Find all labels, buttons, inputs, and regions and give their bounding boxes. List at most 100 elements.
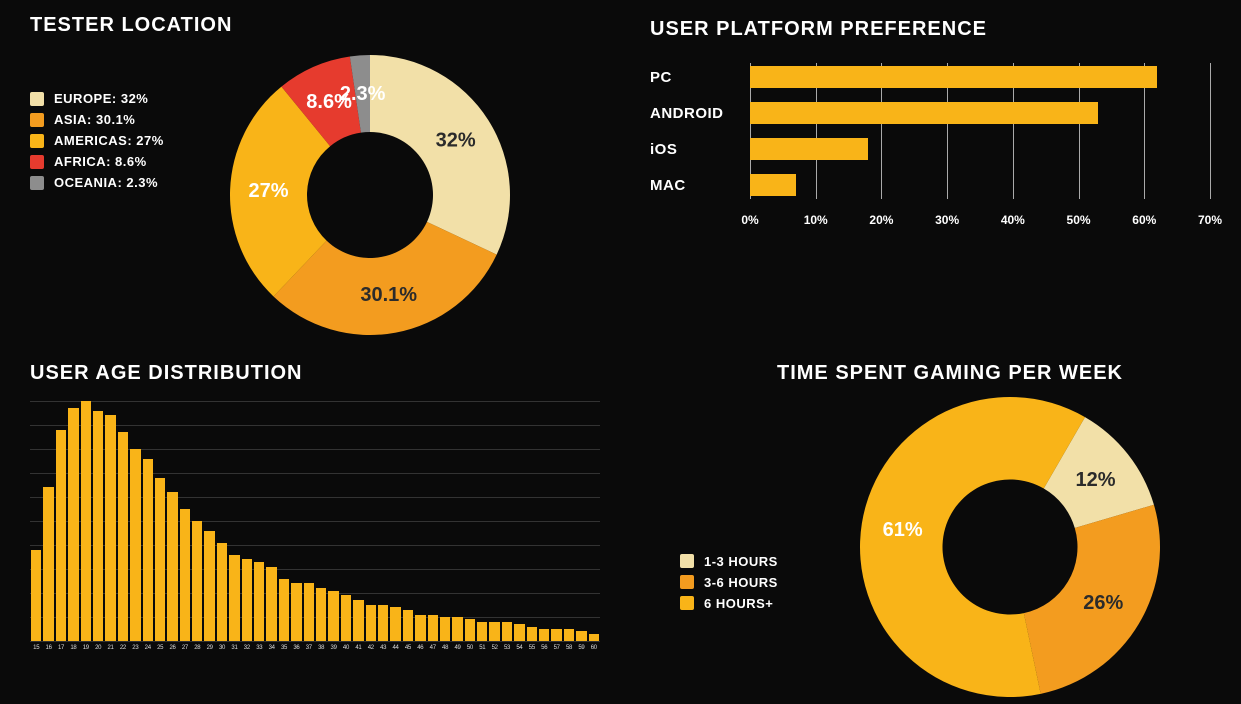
legend-item: AMERICAS: 27% <box>30 133 230 148</box>
histogram-bar <box>489 622 499 641</box>
histogram-bar <box>465 619 475 641</box>
histogram-x-label: 18 <box>67 645 79 651</box>
histogram-x-label: 25 <box>154 645 166 651</box>
histogram-bar <box>353 600 363 641</box>
donut-svg: 12%26%61% <box>860 397 1160 697</box>
histogram-x-label: 30 <box>216 645 228 651</box>
legend-label: AFRICA: 8.6% <box>54 154 147 169</box>
histogram-bar <box>527 627 537 641</box>
histogram-bar <box>316 588 326 641</box>
histogram-x-label: 37 <box>303 645 315 651</box>
histogram-x-label: 24 <box>142 645 154 651</box>
histogram-bar <box>242 559 252 641</box>
histogram-x-label: 23 <box>129 645 141 651</box>
histogram-bar <box>477 622 487 641</box>
bar-track <box>750 174 1210 196</box>
histogram-x-label: 40 <box>340 645 352 651</box>
histogram-x-label: 19 <box>80 645 92 651</box>
histogram-bar <box>514 624 524 641</box>
time-gaming-title: TIME SPENT GAMING PER WEEK <box>680 362 1220 385</box>
histogram-bar <box>105 415 115 641</box>
bar-x-axis: 0%10%20%30%40%50%60%70% <box>750 209 1210 231</box>
legend-item: 6 HOURS+ <box>680 596 860 611</box>
swatch-icon <box>30 92 44 106</box>
histogram-x-label: 53 <box>501 645 513 651</box>
histogram-bar <box>452 617 462 641</box>
bar-row: PC <box>650 63 1210 91</box>
histogram-bar <box>291 583 301 641</box>
bar-track <box>750 102 1210 124</box>
histogram-bar <box>81 401 91 641</box>
legend-label: EUROPE: 32% <box>54 91 148 106</box>
x-tick-label: 10% <box>804 213 828 227</box>
histogram-x-label: 35 <box>278 645 290 651</box>
gridline <box>1210 63 1211 199</box>
bar-fill <box>750 138 868 160</box>
legend-item: ASIA: 30.1% <box>30 112 230 127</box>
histogram-bar <box>180 509 190 641</box>
histogram-x-label: 47 <box>427 645 439 651</box>
donut-slice-label: 26% <box>1083 592 1123 614</box>
age-distribution-section: USER AGE DISTRIBUTION 151617181920212223… <box>30 362 600 651</box>
tester-location-title: TESTER LOCATION <box>30 14 600 37</box>
bar-category-label: ANDROID <box>650 105 750 122</box>
histogram-x-label: 50 <box>464 645 476 651</box>
time-gaming-donut: 12%26%61% <box>860 397 1160 697</box>
legend-item: EUROPE: 32% <box>30 91 230 106</box>
histogram-x-label: 60 <box>588 645 600 651</box>
swatch-icon <box>30 176 44 190</box>
swatch-icon <box>680 575 694 589</box>
legend-label: 6 HOURS+ <box>704 596 773 611</box>
legend-item: 1-3 HOURS <box>680 554 860 569</box>
donut-slice-label: 30.1% <box>360 284 417 306</box>
histogram-bar <box>378 605 388 641</box>
platform-preference-title: USER PLATFORM PREFERENCE <box>650 18 1210 41</box>
bar-track <box>750 138 1210 160</box>
swatch-icon <box>30 113 44 127</box>
histogram-x-label: 31 <box>228 645 240 651</box>
histogram-bar <box>192 521 202 641</box>
bar-category-label: iOS <box>650 141 750 158</box>
bar-fill <box>750 102 1098 124</box>
swatch-icon <box>30 155 44 169</box>
swatch-icon <box>680 596 694 610</box>
histogram-x-label: 33 <box>253 645 265 651</box>
histogram-x-label: 49 <box>451 645 463 651</box>
histogram-x-label: 26 <box>166 645 178 651</box>
donut-slice-label: 27% <box>249 180 289 202</box>
histogram-x-label: 58 <box>563 645 575 651</box>
histogram-x-axis: 1516171819202122232425262728293031323334… <box>30 641 600 651</box>
swatch-icon <box>30 134 44 148</box>
donut-slice-label: 61% <box>883 519 923 541</box>
x-tick-label: 60% <box>1132 213 1156 227</box>
histogram-bar <box>539 629 549 641</box>
histogram-x-label: 45 <box>402 645 414 651</box>
histogram-x-label: 27 <box>179 645 191 651</box>
donut-slice-label: 2.3% <box>340 83 386 105</box>
histogram-x-label: 17 <box>55 645 67 651</box>
bar-fill <box>750 66 1157 88</box>
histogram-bar <box>428 615 438 641</box>
histogram-x-label: 22 <box>117 645 129 651</box>
histogram-bar <box>155 478 165 641</box>
histogram-x-label: 46 <box>414 645 426 651</box>
histogram-x-label: 15 <box>30 645 42 651</box>
legend-label: ASIA: 30.1% <box>54 112 135 127</box>
histogram-bar <box>304 583 314 641</box>
histogram-bar <box>279 579 289 641</box>
bar-category-label: MAC <box>650 177 750 194</box>
x-tick-label: 50% <box>1067 213 1091 227</box>
bar-track <box>750 66 1210 88</box>
tester-location-donut: 32%30.1%27%8.6%2.3% <box>230 55 510 335</box>
bar-row: MAC <box>650 171 1210 199</box>
histogram-bar <box>341 595 351 641</box>
histogram-bar <box>254 562 264 641</box>
histogram-bar <box>576 631 586 641</box>
histogram-bar <box>403 610 413 641</box>
legend-item: AFRICA: 8.6% <box>30 154 230 169</box>
legend-item: OCEANIA: 2.3% <box>30 175 230 190</box>
histogram-bar <box>204 531 214 641</box>
histogram-bar <box>390 607 400 641</box>
histogram-bar <box>118 432 128 641</box>
histogram-x-label: 57 <box>550 645 562 651</box>
